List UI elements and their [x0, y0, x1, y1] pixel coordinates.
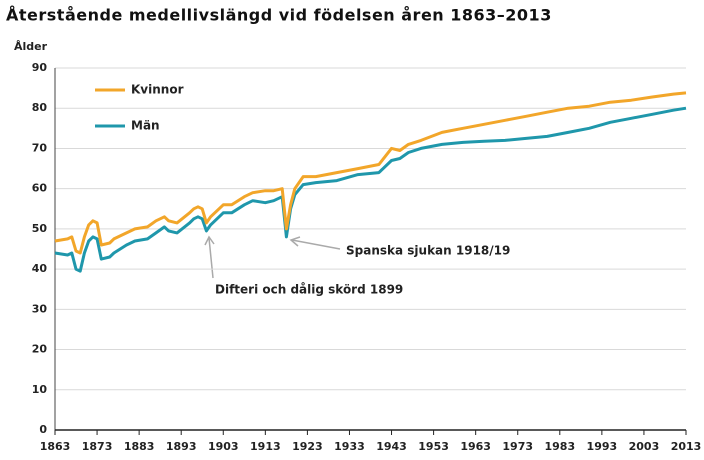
- y-tick-label: 40: [32, 262, 48, 275]
- y-tick-label: 90: [32, 61, 48, 74]
- y-axis-label: Ålder: [14, 40, 48, 53]
- chart-title: Återstående medellivslängd vid födelsen …: [6, 6, 552, 25]
- x-tick-label: 1903: [208, 440, 239, 453]
- x-tick-label: 2013: [671, 440, 702, 453]
- x-tick-label: 1923: [292, 440, 323, 453]
- legend-label: Kvinnor: [131, 83, 184, 97]
- x-tick-label: 1993: [587, 440, 618, 453]
- arrow-head: [289, 236, 301, 247]
- x-tick-label: 1893: [166, 440, 197, 453]
- arrow: [291, 239, 341, 250]
- x-tick-label: 1863: [40, 440, 71, 453]
- x-tick-label: 2003: [629, 440, 660, 453]
- legend-label: Män: [131, 119, 160, 133]
- arrow: [208, 237, 214, 279]
- x-tick-label: 1873: [82, 440, 113, 453]
- y-tick-label: 10: [32, 383, 48, 396]
- arrow-head: [204, 235, 215, 246]
- y-tick-label: 50: [32, 222, 48, 235]
- y-tick-label: 60: [32, 182, 48, 195]
- x-tick-label: 1933: [334, 440, 365, 453]
- x-tick-label: 1953: [418, 440, 449, 453]
- y-tick-label: 0: [39, 423, 47, 436]
- y-tick-label: 20: [32, 343, 48, 356]
- x-tick-label: 1973: [502, 440, 533, 453]
- annotation-arrows: [204, 235, 341, 279]
- y-tick-label: 80: [32, 101, 48, 114]
- y-tick-label: 30: [32, 302, 48, 315]
- x-tick-label: 1983: [544, 440, 575, 453]
- series-line: [54, 106, 687, 273]
- x-tick-label: 1943: [376, 440, 407, 453]
- x-tick-label: 1913: [250, 440, 281, 453]
- annotation: Spanska sjukan 1918/19: [346, 244, 510, 258]
- annotation: Difteri och dålig skörd 1899: [215, 283, 403, 297]
- x-tick-label: 1883: [124, 440, 155, 453]
- x-tick-label: 1963: [460, 440, 491, 453]
- series-line: [54, 91, 687, 255]
- y-tick-label: 70: [32, 141, 48, 154]
